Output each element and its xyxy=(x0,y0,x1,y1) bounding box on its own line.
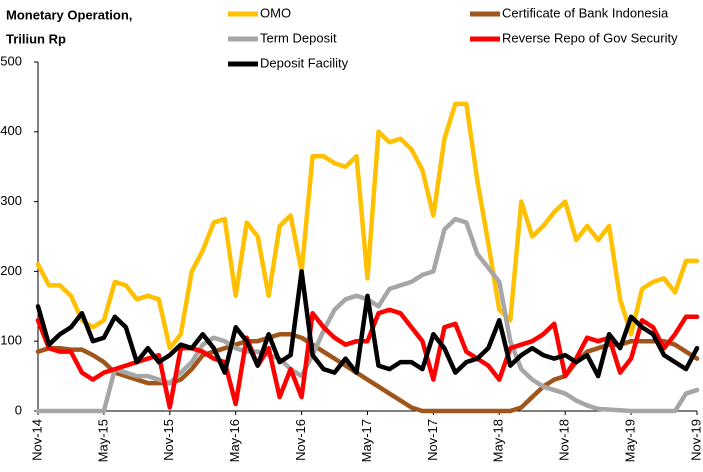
x-tick-label: Nov-15 xyxy=(161,419,176,461)
legend-label: OMO xyxy=(260,5,291,20)
legend-label: Term Deposit xyxy=(260,30,337,45)
y-tick-label: 0 xyxy=(15,402,22,417)
x-tick-label: Nov-17 xyxy=(425,419,440,461)
x-tick-label: May-19 xyxy=(623,419,638,462)
x-tick-label: May-15 xyxy=(95,419,110,462)
chart-title: Monetary Operation, xyxy=(6,7,132,22)
chart-subtitle: Triliun Rp xyxy=(6,31,66,46)
series-line xyxy=(35,101,700,351)
x-tick-label: May-17 xyxy=(359,419,374,462)
y-tick-label: 100 xyxy=(0,333,22,348)
series-line xyxy=(35,331,700,414)
y-tick-label: 200 xyxy=(0,263,22,278)
x-tick-label: Nov-14 xyxy=(29,419,44,461)
x-tick-label: May-16 xyxy=(227,419,242,462)
series-line xyxy=(35,269,700,379)
legend-label: Reverse Repo of Gov Security xyxy=(502,30,678,45)
y-tick-label: 400 xyxy=(0,123,22,138)
x-tick-label: Nov-18 xyxy=(557,419,572,461)
legend-label: Certificate of Bank Indonesia xyxy=(502,5,669,20)
y-tick-label: 300 xyxy=(0,193,22,208)
y-tick-label: 500 xyxy=(0,53,22,68)
series-line xyxy=(35,307,700,410)
legend-label: Deposit Facility xyxy=(260,55,349,70)
x-tick-label: Nov-16 xyxy=(293,419,308,461)
x-tick-label: May-18 xyxy=(491,419,506,462)
x-tick-label: Nov-19 xyxy=(688,419,703,461)
